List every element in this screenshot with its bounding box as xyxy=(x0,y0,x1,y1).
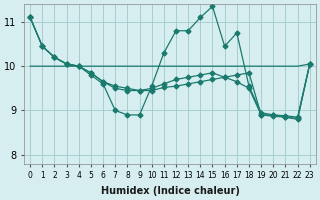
X-axis label: Humidex (Indice chaleur): Humidex (Indice chaleur) xyxy=(100,186,239,196)
